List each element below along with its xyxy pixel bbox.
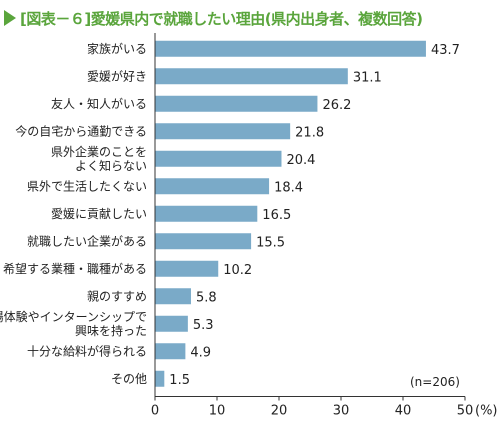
category-label: 十分な給料が得られる <box>27 343 147 358</box>
category-label: 就職したい企業がある <box>27 233 147 248</box>
bar-value-label: 26.2 <box>322 98 351 113</box>
x-tick-label: 10 <box>209 404 226 419</box>
bar-value-label: 31.1 <box>353 70 382 85</box>
category-label-line: 県外で生活したくない <box>27 179 147 193</box>
category-label: 愛媛に貢献したい <box>51 206 147 221</box>
bar-value-label: 18.4 <box>274 180 303 195</box>
category-label-line: 就職したい企業がある <box>27 233 147 248</box>
bar-value-label: 15.5 <box>256 235 285 250</box>
category-label-line: 今の自宅から通勤できる <box>15 123 147 138</box>
bar <box>155 343 186 360</box>
bar <box>155 288 191 305</box>
bar <box>155 205 258 222</box>
chart-title-text: [図表－６]愛媛県内で就職したい理由(県内出身者、複数回答) <box>20 9 423 28</box>
category-label-line: 親のすすめ <box>87 289 147 303</box>
category-label: 友人・知人がいる <box>51 96 147 111</box>
bar-value-label: 5.3 <box>193 318 214 333</box>
x-unit-label: (%) <box>475 404 498 419</box>
category-label-line: 愛媛に貢献したい <box>51 206 147 221</box>
bar-value-label: 16.5 <box>262 208 291 223</box>
bar <box>155 150 282 167</box>
bar <box>155 260 219 277</box>
bar-value-label: 1.5 <box>169 373 190 388</box>
bar-value-label: 10.2 <box>223 263 252 278</box>
category-label-line: 興味を持った <box>75 323 147 338</box>
category-label: 親のすすめ <box>87 289 147 303</box>
category-label: その他 <box>111 372 147 386</box>
x-tick-label: 50 <box>457 404 474 419</box>
title-triangle-icon <box>4 10 16 26</box>
bar <box>155 40 426 57</box>
x-tick-label: 20 <box>271 404 288 419</box>
category-label-line: 希望する業種・職種がある <box>3 261 147 276</box>
category-label-line: 県外企業のことを <box>51 144 147 159</box>
sample-size-note: (n=206) <box>410 375 460 389</box>
bar <box>155 370 165 387</box>
bar <box>155 95 318 112</box>
bar-value-label: 21.8 <box>295 125 324 140</box>
bar <box>155 68 348 85</box>
category-label-line: その他 <box>111 372 147 386</box>
bar <box>155 123 291 140</box>
category-label: 愛媛が好き <box>87 68 147 83</box>
x-tick-label: 30 <box>333 404 350 419</box>
category-label-line: 友人・知人がいる <box>51 96 147 111</box>
category-label: 家族がいる <box>87 41 147 56</box>
bar <box>155 178 270 195</box>
x-tick-label: 0 <box>151 404 159 419</box>
category-label-line: 十分な給料が得られる <box>27 343 147 358</box>
category-label: 職場体験やインターンシップで興味を持った <box>0 309 147 338</box>
category-label: 今の自宅から通勤できる <box>15 123 147 138</box>
category-label: 県外で生活したくない <box>27 179 147 193</box>
category-label: 希望する業種・職種がある <box>3 261 147 276</box>
category-label-line: 家族がいる <box>87 41 147 56</box>
chart-title: [図表－６]愛媛県内で就職したい理由(県内出身者、複数回答) <box>4 6 423 30</box>
category-label-line: よく知らない <box>75 159 147 173</box>
bar-value-label: 20.4 <box>286 153 315 168</box>
bar-value-label: 43.7 <box>431 43 460 58</box>
bar <box>155 233 252 250</box>
bar-value-label: 5.8 <box>196 290 217 305</box>
category-label-line: 職場体験やインターンシップで <box>0 309 147 324</box>
category-label-line: 愛媛が好き <box>87 68 147 83</box>
x-tick-label: 40 <box>395 404 412 419</box>
bar <box>155 315 188 332</box>
category-label: 県外企業のことをよく知らない <box>51 144 147 173</box>
bar-value-label: 4.9 <box>190 345 211 360</box>
